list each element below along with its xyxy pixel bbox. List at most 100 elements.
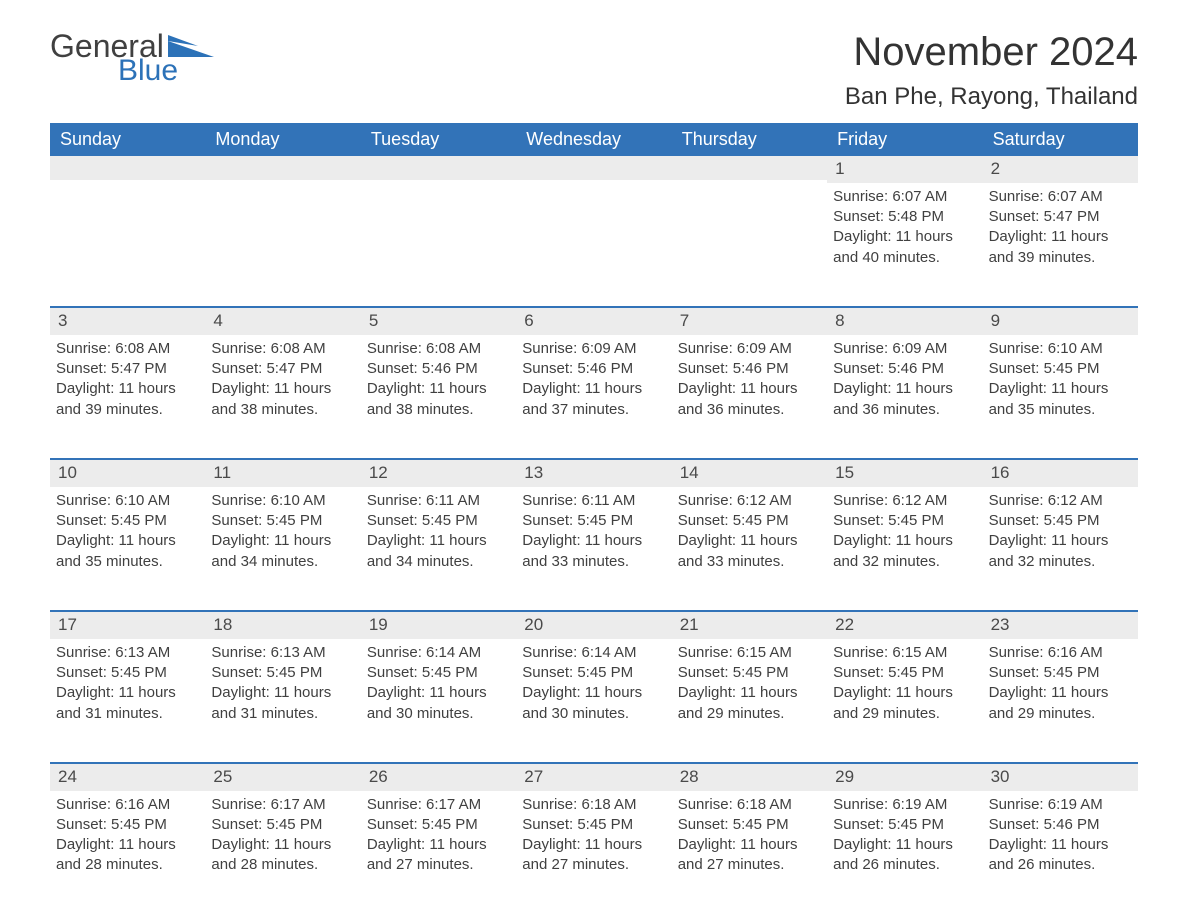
dow-friday: Friday xyxy=(827,123,982,156)
sunset-text: Sunset: 5:45 PM xyxy=(833,511,976,531)
day-cell: 19Sunrise: 6:14 AMSunset: 5:45 PMDayligh… xyxy=(361,612,516,734)
day-cell: 5Sunrise: 6:08 AMSunset: 5:46 PMDaylight… xyxy=(361,308,516,430)
sunrise-text: Sunrise: 6:19 AM xyxy=(833,795,976,815)
sunrise-text: Sunrise: 6:11 AM xyxy=(367,491,510,511)
sunset-text: Sunset: 5:46 PM xyxy=(833,359,976,379)
sunrise-text: Sunrise: 6:10 AM xyxy=(989,339,1132,359)
sunset-text: Sunset: 5:45 PM xyxy=(678,511,821,531)
daylight-text: Daylight: 11 hours and 38 minutes. xyxy=(211,379,354,420)
sunset-text: Sunset: 5:45 PM xyxy=(833,663,976,683)
sunrise-text: Sunrise: 6:07 AM xyxy=(989,187,1132,207)
daylight-text: Daylight: 11 hours and 27 minutes. xyxy=(678,835,821,876)
daylight-text: Daylight: 11 hours and 26 minutes. xyxy=(833,835,976,876)
sunrise-text: Sunrise: 6:14 AM xyxy=(367,643,510,663)
daylight-text: Daylight: 11 hours and 29 minutes. xyxy=(833,683,976,724)
week-row: 1Sunrise: 6:07 AMSunset: 5:48 PMDaylight… xyxy=(50,156,1138,278)
daylight-text: Daylight: 11 hours and 36 minutes. xyxy=(833,379,976,420)
sunrise-text: Sunrise: 6:17 AM xyxy=(367,795,510,815)
daylight-text: Daylight: 11 hours and 26 minutes. xyxy=(989,835,1132,876)
sunset-text: Sunset: 5:45 PM xyxy=(522,663,665,683)
sunrise-text: Sunrise: 6:14 AM xyxy=(522,643,665,663)
sunset-text: Sunset: 5:47 PM xyxy=(56,359,199,379)
day-cell: 21Sunrise: 6:15 AMSunset: 5:45 PMDayligh… xyxy=(672,612,827,734)
sunrise-text: Sunrise: 6:12 AM xyxy=(833,491,976,511)
sunrise-text: Sunrise: 6:18 AM xyxy=(678,795,821,815)
sunset-text: Sunset: 5:46 PM xyxy=(522,359,665,379)
day-cell: 14Sunrise: 6:12 AMSunset: 5:45 PMDayligh… xyxy=(672,460,827,582)
sunrise-text: Sunrise: 6:08 AM xyxy=(367,339,510,359)
day-cell: 30Sunrise: 6:19 AMSunset: 5:46 PMDayligh… xyxy=(983,764,1138,886)
day-cell: 4Sunrise: 6:08 AMSunset: 5:47 PMDaylight… xyxy=(205,308,360,430)
day-number: 30 xyxy=(983,764,1138,791)
sunset-text: Sunset: 5:45 PM xyxy=(56,511,199,531)
day-cell xyxy=(361,156,516,278)
day-cell: 15Sunrise: 6:12 AMSunset: 5:45 PMDayligh… xyxy=(827,460,982,582)
sunset-text: Sunset: 5:45 PM xyxy=(211,815,354,835)
sunset-text: Sunset: 5:45 PM xyxy=(989,663,1132,683)
daylight-text: Daylight: 11 hours and 28 minutes. xyxy=(56,835,199,876)
day-of-week-header: Sunday Monday Tuesday Wednesday Thursday… xyxy=(50,123,1138,156)
day-number xyxy=(516,156,671,180)
day-cell xyxy=(516,156,671,278)
day-cell: 11Sunrise: 6:10 AMSunset: 5:45 PMDayligh… xyxy=(205,460,360,582)
day-number: 17 xyxy=(50,612,205,639)
week-row: 10Sunrise: 6:10 AMSunset: 5:45 PMDayligh… xyxy=(50,458,1138,582)
sunset-text: Sunset: 5:45 PM xyxy=(678,815,821,835)
sunset-text: Sunset: 5:47 PM xyxy=(211,359,354,379)
daylight-text: Daylight: 11 hours and 39 minutes. xyxy=(989,227,1132,268)
dow-sunday: Sunday xyxy=(50,123,205,156)
week-row: 24Sunrise: 6:16 AMSunset: 5:45 PMDayligh… xyxy=(50,762,1138,886)
day-number: 12 xyxy=(361,460,516,487)
weeks-container: 1Sunrise: 6:07 AMSunset: 5:48 PMDaylight… xyxy=(50,156,1138,886)
logo: General Blue xyxy=(50,30,214,86)
sunset-text: Sunset: 5:46 PM xyxy=(678,359,821,379)
daylight-text: Daylight: 11 hours and 31 minutes. xyxy=(211,683,354,724)
daylight-text: Daylight: 11 hours and 27 minutes. xyxy=(367,835,510,876)
daylight-text: Daylight: 11 hours and 38 minutes. xyxy=(367,379,510,420)
month-title: November 2024 xyxy=(845,30,1138,75)
sunrise-text: Sunrise: 6:15 AM xyxy=(678,643,821,663)
sunrise-text: Sunrise: 6:13 AM xyxy=(211,643,354,663)
sunrise-text: Sunrise: 6:10 AM xyxy=(56,491,199,511)
daylight-text: Daylight: 11 hours and 29 minutes. xyxy=(678,683,821,724)
day-cell: 13Sunrise: 6:11 AMSunset: 5:45 PMDayligh… xyxy=(516,460,671,582)
day-number: 5 xyxy=(361,308,516,335)
daylight-text: Daylight: 11 hours and 29 minutes. xyxy=(989,683,1132,724)
sunset-text: Sunset: 5:45 PM xyxy=(522,815,665,835)
dow-thursday: Thursday xyxy=(672,123,827,156)
day-number: 15 xyxy=(827,460,982,487)
day-cell: 27Sunrise: 6:18 AMSunset: 5:45 PMDayligh… xyxy=(516,764,671,886)
day-number: 23 xyxy=(983,612,1138,639)
week-row: 3Sunrise: 6:08 AMSunset: 5:47 PMDaylight… xyxy=(50,306,1138,430)
day-cell: 17Sunrise: 6:13 AMSunset: 5:45 PMDayligh… xyxy=(50,612,205,734)
day-number: 24 xyxy=(50,764,205,791)
daylight-text: Daylight: 11 hours and 30 minutes. xyxy=(367,683,510,724)
sunrise-text: Sunrise: 6:11 AM xyxy=(522,491,665,511)
dow-wednesday: Wednesday xyxy=(516,123,671,156)
day-number: 4 xyxy=(205,308,360,335)
daylight-text: Daylight: 11 hours and 36 minutes. xyxy=(678,379,821,420)
sunrise-text: Sunrise: 6:09 AM xyxy=(833,339,976,359)
day-cell: 16Sunrise: 6:12 AMSunset: 5:45 PMDayligh… xyxy=(983,460,1138,582)
sunset-text: Sunset: 5:45 PM xyxy=(367,511,510,531)
dow-monday: Monday xyxy=(205,123,360,156)
sunrise-text: Sunrise: 6:12 AM xyxy=(678,491,821,511)
header-right: November 2024 Ban Phe, Rayong, Thailand xyxy=(845,30,1138,111)
daylight-text: Daylight: 11 hours and 33 minutes. xyxy=(522,531,665,572)
day-number: 25 xyxy=(205,764,360,791)
day-cell: 28Sunrise: 6:18 AMSunset: 5:45 PMDayligh… xyxy=(672,764,827,886)
sunrise-text: Sunrise: 6:16 AM xyxy=(989,643,1132,663)
daylight-text: Daylight: 11 hours and 33 minutes. xyxy=(678,531,821,572)
daylight-text: Daylight: 11 hours and 39 minutes. xyxy=(56,379,199,420)
calendar: Sunday Monday Tuesday Wednesday Thursday… xyxy=(50,123,1138,886)
sunrise-text: Sunrise: 6:15 AM xyxy=(833,643,976,663)
day-cell: 6Sunrise: 6:09 AMSunset: 5:46 PMDaylight… xyxy=(516,308,671,430)
day-cell xyxy=(205,156,360,278)
day-cell xyxy=(50,156,205,278)
day-number: 2 xyxy=(983,156,1138,183)
day-number: 3 xyxy=(50,308,205,335)
sunset-text: Sunset: 5:45 PM xyxy=(367,815,510,835)
daylight-text: Daylight: 11 hours and 30 minutes. xyxy=(522,683,665,724)
day-number: 18 xyxy=(205,612,360,639)
day-cell: 10Sunrise: 6:10 AMSunset: 5:45 PMDayligh… xyxy=(50,460,205,582)
